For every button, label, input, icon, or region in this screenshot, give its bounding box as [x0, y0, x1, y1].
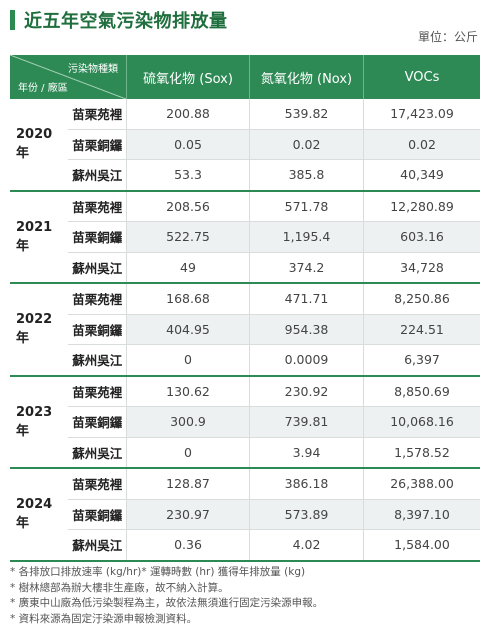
value-cell-vocs: 1,584.00: [363, 529, 480, 562]
site-cell: 苗栗苑裡: [68, 190, 127, 222]
value-cell-vocs: 603.16: [363, 221, 480, 253]
value-cell-sox: 200.88: [126, 99, 250, 130]
site-cell: 苗栗銅鑼: [68, 314, 127, 345]
site-cell: 蘇州吳江: [68, 344, 127, 377]
value-cell-nox: 471.71: [249, 283, 364, 315]
value-cell-nox: 954.38: [249, 314, 364, 345]
corner-label-pollutant: 污染物種類: [68, 64, 118, 75]
value-cell-sox: 0.05: [126, 129, 250, 160]
site-cell: 苗栗苑裡: [68, 99, 127, 130]
value-cell-vocs: 12,280.89: [363, 190, 480, 222]
diagonal-divider: [10, 55, 126, 99]
footnotes: * 各排放口排放速率 (kg/hr)* 運轉時數 (hr) 獲得年排放量 (kg…: [10, 565, 323, 627]
column-header-nox: 氮氧化物 (Nox): [249, 55, 364, 99]
value-cell-vocs: 17,423.09: [363, 99, 480, 130]
value-cell-sox: 0.36: [126, 529, 250, 562]
column-header-vocs: VOCs: [363, 55, 480, 99]
year-cell: 2023 年: [10, 375, 69, 469]
value-cell-nox: 386.18: [249, 468, 364, 500]
table-row: 蘇州吳江 49 374.2 34,728: [10, 252, 480, 284]
value-cell-nox: 374.2: [249, 252, 364, 284]
value-cell-vocs: 34,728: [363, 252, 480, 284]
table-row: 蘇州吳江 53.3 385.8 40,349: [10, 159, 480, 192]
site-cell: 蘇州吳江: [68, 159, 127, 192]
site-cell: 苗栗銅鑼: [68, 129, 127, 160]
value-cell-vocs: 1,578.52: [363, 437, 480, 469]
value-cell-sox: 128.87: [126, 468, 250, 500]
table-row: 苗栗銅鑼 230.97 573.89 8,397.10: [10, 499, 480, 530]
site-cell: 蘇州吳江: [68, 529, 127, 562]
value-cell-vocs: 8,850.69: [363, 375, 480, 407]
value-cell-nox: 385.8: [249, 159, 364, 192]
value-cell-nox: 0.02: [249, 129, 364, 160]
unit-label: 單位：公斤: [417, 30, 478, 44]
table-row: 蘇州吳江 0 3.94 1,578.52: [10, 437, 480, 469]
page-title: 近五年空氣污染物排放量: [24, 11, 228, 32]
year-cell: 2022 年: [10, 283, 69, 377]
site-cell: 蘇州吳江: [68, 437, 127, 469]
value-cell-sox: 168.68: [126, 283, 250, 315]
value-cell-vocs: 26,388.00: [363, 468, 480, 500]
corner-label-year-site: 年份 / 廠區: [18, 83, 68, 94]
value-cell-nox: 573.89: [249, 499, 364, 530]
value-cell-sox: 522.75: [126, 221, 250, 253]
value-cell-nox: 4.02: [249, 529, 364, 562]
value-cell-sox: 53.3: [126, 159, 250, 192]
site-cell: 苗栗銅鑼: [68, 221, 127, 253]
value-cell-nox: 3.94: [249, 437, 364, 469]
table-row: 苗栗銅鑼 404.95 954.38 224.51: [10, 314, 480, 345]
site-cell: 蘇州吳江: [68, 252, 127, 284]
table-row: 2022 年苗栗苑裡 168.68 471.71 8,250.86: [10, 283, 480, 377]
value-cell-vocs: 6,397: [363, 344, 480, 377]
footnote: * 廣東中山廠為低污染製程為主，故依法無須進行固定污染源申報。: [10, 597, 324, 609]
table-row: 蘇州吳江 0.36 4.02 1,584.00: [10, 529, 480, 562]
site-cell: 苗栗苑裡: [68, 283, 127, 315]
title-accent-bar: [10, 10, 15, 30]
value-cell-vocs: 10,068.16: [363, 406, 480, 438]
value-cell-nox: 539.82: [249, 99, 364, 130]
footnote: * 樹林總部為辦大樓非生產廠，故不納入計算。: [10, 581, 229, 594]
table-row: 蘇州吳江 0 0.0009 6,397: [10, 344, 480, 377]
value-cell-sox: 208.56: [126, 190, 250, 222]
table-row: 2021 年苗栗苑裡 208.56 571.78 12,280.89: [10, 190, 480, 284]
value-cell-nox: 739.81: [249, 406, 364, 438]
value-cell-vocs: 8,250.86: [363, 283, 480, 315]
footnote: * 各排放口排放速率 (kg/hr)* 運轉時數 (hr) 獲得年排放量 (kg…: [10, 566, 306, 578]
value-cell-sox: 404.95: [126, 314, 250, 345]
value-cell-sox: 0: [126, 437, 250, 469]
corner-header-cell: 污染物種類 年份 / 廠區: [10, 55, 127, 99]
value-cell-nox: 230.92: [249, 375, 364, 407]
year-cell: 2020 年: [10, 99, 69, 192]
site-cell: 苗栗苑裡: [68, 468, 127, 500]
value-cell-nox: 0.0009: [249, 344, 364, 377]
site-cell: 苗栗苑裡: [68, 375, 127, 407]
table-header-row: 污染物種類 年份 / 廠區 硫氧化物 (Sox) 氮氧化物 (Nox) VOCs: [10, 55, 480, 99]
value-cell-sox: 300.9: [126, 406, 250, 438]
table-row: 2024 年苗栗苑裡 128.87 386.18 26,388.00: [10, 468, 480, 562]
value-cell-vocs: 224.51: [363, 314, 480, 345]
site-cell: 苗栗銅鑼: [68, 499, 127, 530]
value-cell-nox: 1,195.4: [249, 221, 364, 253]
value-cell-sox: 0: [126, 344, 250, 377]
year-cell: 2021 年: [10, 190, 69, 284]
value-cell-vocs: 0.02: [363, 129, 480, 160]
title-row: 近五年空氣污染物排放量: [10, 9, 228, 32]
table-row: 2023 年苗栗苑裡 130.62 230.92 8,850.69: [10, 375, 480, 469]
value-cell-vocs: 40,349: [363, 159, 480, 192]
value-cell-nox: 571.78: [249, 190, 364, 222]
site-cell: 苗栗銅鑼: [68, 406, 127, 438]
value-cell-sox: 49: [126, 252, 250, 284]
value-cell-sox: 130.62: [126, 375, 250, 407]
footnote: * 資料來源為固定汙染源申報檢測資料。: [10, 612, 198, 625]
year-cell: 2024 年: [10, 468, 69, 562]
value-cell-sox: 230.97: [126, 499, 250, 530]
emissions-table: 污染物種類 年份 / 廠區 硫氧化物 (Sox) 氮氧化物 (Nox) VOCs…: [10, 55, 480, 562]
table-row: 苗栗銅鑼 300.9 739.81 10,068.16: [10, 406, 480, 438]
table-row: 2020 年苗栗苑裡 200.88 539.82 17,423.09: [10, 99, 480, 192]
table-row: 苗栗銅鑼 522.75 1,195.4 603.16: [10, 221, 480, 253]
column-header-sox: 硫氧化物 (Sox): [126, 55, 250, 99]
table-row: 苗栗銅鑼 0.05 0.02 0.02: [10, 129, 480, 160]
value-cell-vocs: 8,397.10: [363, 499, 480, 530]
